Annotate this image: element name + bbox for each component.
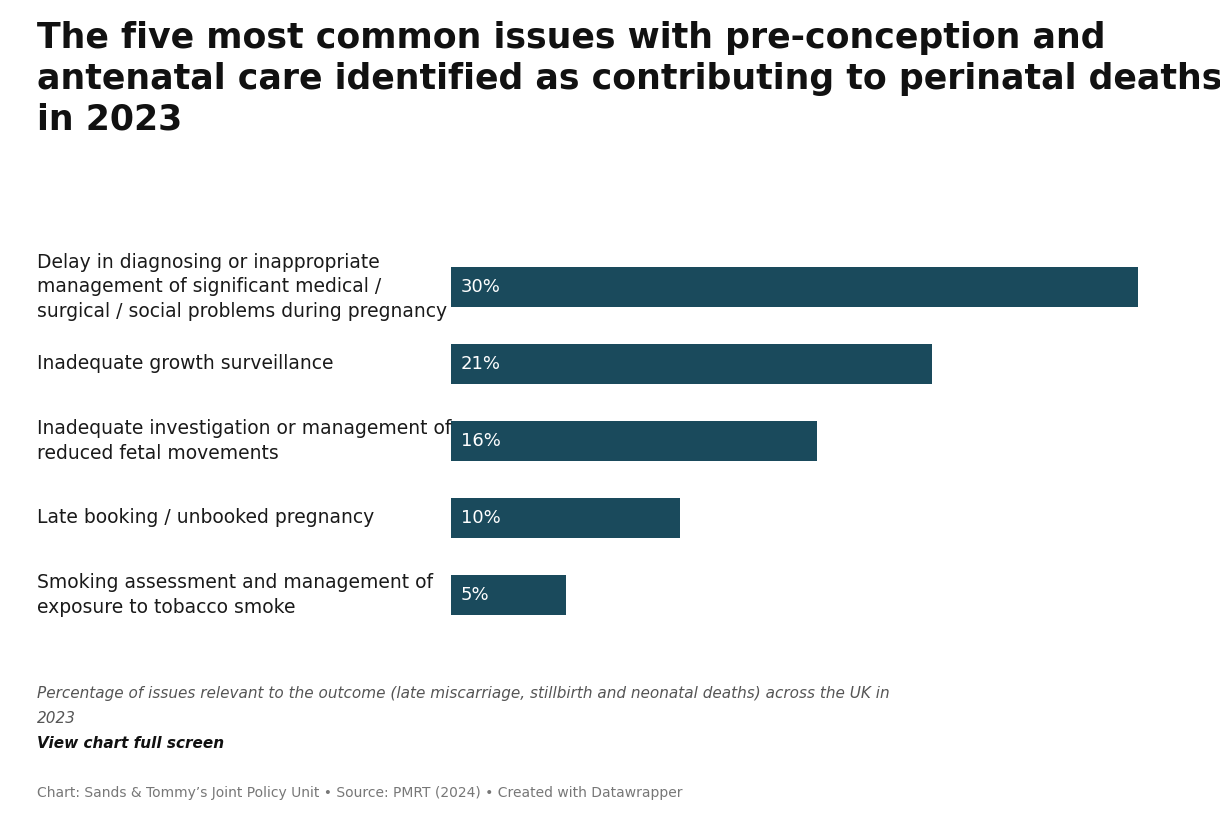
Text: 21%: 21% bbox=[460, 355, 500, 373]
Text: Chart: Sands & Tommy’s Joint Policy Unit • Source: PMRT (2024) • Created with Da: Chart: Sands & Tommy’s Joint Policy Unit… bbox=[37, 786, 682, 800]
Text: Percentage of issues relevant to the outcome (late miscarriage, stillbirth and n: Percentage of issues relevant to the out… bbox=[37, 686, 889, 701]
Text: 5%: 5% bbox=[460, 586, 489, 604]
Bar bbox=[451, 344, 932, 384]
Text: The five most common issues with pre-conception and
antenatal care identified as: The five most common issues with pre-con… bbox=[37, 21, 1220, 136]
Text: 2023: 2023 bbox=[37, 711, 76, 726]
Bar bbox=[451, 421, 817, 461]
Text: Delay in diagnosing or inappropriate
management of significant medical /
surgica: Delay in diagnosing or inappropriate man… bbox=[37, 253, 447, 320]
Text: 30%: 30% bbox=[460, 278, 500, 296]
Bar bbox=[451, 575, 566, 615]
Text: Late booking / unbooked pregnancy: Late booking / unbooked pregnancy bbox=[37, 508, 373, 527]
Text: Inadequate growth surveillance: Inadequate growth surveillance bbox=[37, 354, 333, 374]
Text: View chart full screen: View chart full screen bbox=[37, 736, 223, 751]
Text: 10%: 10% bbox=[460, 509, 500, 527]
Text: Smoking assessment and management of
exposure to tobacco smoke: Smoking assessment and management of exp… bbox=[37, 573, 433, 617]
Bar bbox=[451, 267, 1137, 307]
Text: 16%: 16% bbox=[460, 432, 500, 450]
Bar bbox=[451, 498, 681, 538]
Text: Inadequate investigation or management of
reduced fetal movements: Inadequate investigation or management o… bbox=[37, 419, 451, 463]
